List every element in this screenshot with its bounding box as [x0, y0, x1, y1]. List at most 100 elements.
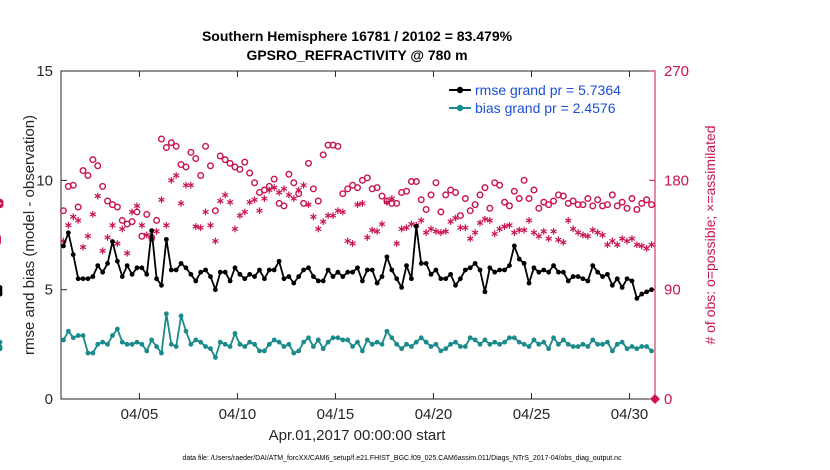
obs-possible-point	[187, 148, 195, 156]
rmse-point	[423, 261, 429, 266]
obs-assimilated-point	[599, 231, 606, 239]
series-obs-assimilated	[0, 172, 655, 257]
bias-point	[360, 348, 365, 354]
bias-point	[296, 348, 302, 354]
rmse-point	[237, 271, 243, 277]
obs-assimilated-point	[138, 221, 146, 229]
obs-possible-point	[422, 205, 430, 213]
rmse-point	[360, 278, 365, 284]
bias-point	[266, 341, 272, 347]
obs-assimilated-point	[633, 241, 641, 249]
bias-point	[252, 341, 257, 347]
rmse-point	[85, 276, 91, 282]
rmse-point	[551, 263, 556, 269]
obs-assimilated-point	[315, 225, 322, 233]
bias-point	[600, 341, 605, 347]
obs-possible-point	[501, 198, 509, 206]
rmse-point	[531, 265, 537, 271]
series-obs-possible	[0, 135, 656, 241]
rmse-point	[570, 274, 576, 279]
obs-possible-point	[437, 208, 445, 216]
obs-possible-point	[226, 159, 234, 167]
x-axis: 04/05 04/10 04/15 04/20 04/25 04/30	[121, 71, 648, 423]
obs-possible-point	[525, 195, 533, 203]
obs-assimilated-point	[172, 172, 180, 179]
x-axis-label: Apr.01,2017 00:00:00 start	[269, 427, 447, 444]
obs-possible-point	[84, 171, 92, 179]
bias-point	[458, 344, 463, 349]
bias-point	[355, 339, 360, 345]
rmse-point	[232, 265, 238, 271]
obs-assimilated-point	[241, 208, 249, 216]
rmse-point	[70, 252, 76, 258]
bias-point	[350, 344, 356, 349]
obs-assimilated-point	[158, 196, 165, 204]
obs-possible-point	[172, 142, 180, 150]
bias-point	[227, 344, 233, 349]
bias-point	[507, 335, 512, 341]
rmse-point	[266, 267, 272, 273]
obs-possible-point	[393, 199, 401, 207]
rmse-point	[212, 287, 218, 293]
obs-assimilated-point	[364, 234, 371, 241]
rmse-point	[541, 267, 547, 273]
legend-rmse-label: rmse grand pr = 5.7364	[475, 82, 621, 98]
bias-point	[467, 335, 473, 341]
obs-assimilated-point	[476, 219, 484, 227]
y-axis-left: 0 5 10 15	[36, 63, 67, 408]
bias-point	[609, 348, 615, 354]
obs-possible-point	[99, 182, 107, 190]
rmse-point	[80, 276, 86, 282]
rmse-point	[193, 278, 199, 284]
obs-assimilated-point	[442, 227, 449, 235]
obs-possible-point	[143, 210, 151, 218]
rmse-point	[560, 269, 566, 275]
obs-assimilated-point	[339, 208, 347, 216]
legend: rmse grand pr = 5.7364 bias grand pr = 2…	[449, 82, 621, 116]
rmse-point	[124, 263, 130, 269]
obs-assimilated-point	[388, 195, 396, 202]
obs-assimilated-point	[143, 231, 151, 239]
bias-point	[129, 341, 135, 347]
obs-assimilated-point	[119, 225, 126, 233]
obs-possible-point	[319, 151, 327, 159]
obs-assimilated-point	[584, 232, 592, 240]
obs-assimilated-point	[614, 241, 621, 249]
rmse-point	[443, 276, 449, 282]
obs-possible-point	[162, 144, 170, 152]
obs-possible-point	[373, 184, 381, 192]
y-right-tick-label: 180	[664, 172, 689, 189]
rmse-point	[389, 267, 395, 273]
bias-point	[149, 337, 155, 343]
rmse-point	[394, 276, 400, 282]
rmse-point	[335, 269, 341, 275]
obs-assimilated-point	[109, 221, 116, 229]
obs-assimilated-point	[506, 221, 513, 229]
bias-point	[139, 341, 145, 347]
bias-point	[556, 341, 561, 347]
obs-assimilated-point	[417, 217, 425, 224]
rmse-point	[134, 265, 140, 271]
obs-assimilated-point	[540, 227, 547, 235]
chart-subtitle: GPSRO_REFRACTIVITY @ 780 m	[246, 47, 467, 63]
obs-assimilated-point	[70, 213, 77, 221]
rmse-point	[105, 261, 110, 266]
rmse-point	[95, 263, 101, 269]
obs-assimilated-point	[545, 235, 552, 243]
bias-point	[315, 337, 321, 343]
obs-possible-point	[251, 179, 259, 187]
rmse-point	[609, 282, 615, 288]
obs-possible-point	[211, 207, 219, 215]
obs-assimilated-point	[491, 230, 498, 238]
obs-assimilated-point	[280, 185, 288, 193]
rmse-point	[154, 276, 159, 282]
obs-possible-point	[550, 197, 558, 205]
bias-point	[649, 348, 654, 354]
obs-possible-point	[167, 139, 175, 147]
y-tick-label: 15	[36, 63, 53, 80]
obs-possible-point	[104, 197, 112, 205]
bias-point	[222, 341, 228, 347]
y-right-tick-label: 270	[664, 63, 689, 80]
bias-point	[448, 341, 454, 347]
bias-point	[247, 339, 253, 345]
